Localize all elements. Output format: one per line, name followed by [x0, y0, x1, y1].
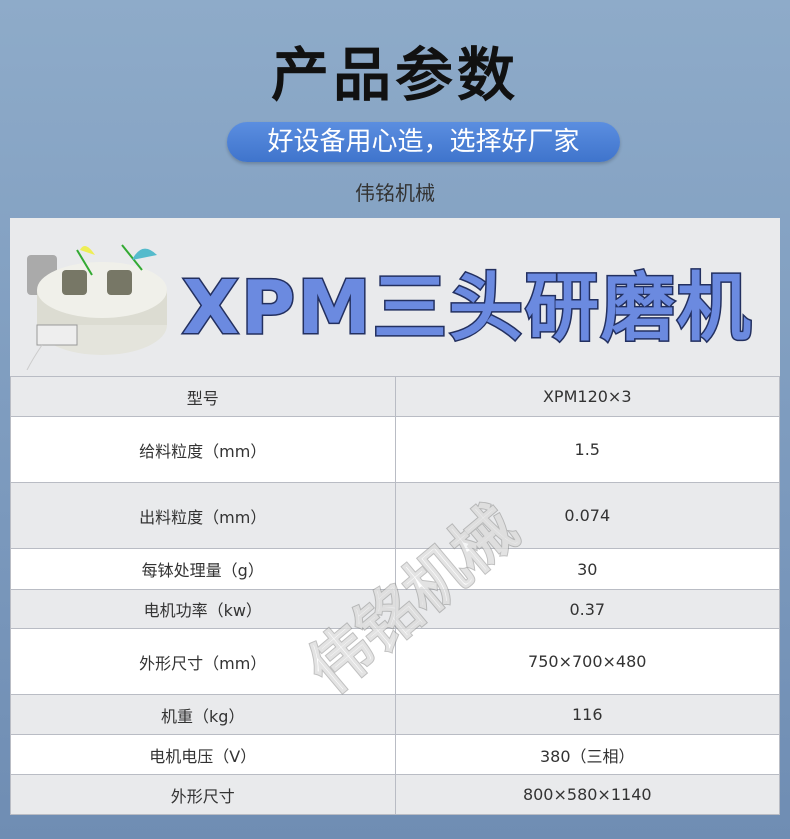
- product-banner: XPM三头研磨机: [10, 218, 780, 376]
- spec-label: 给料粒度（mm）: [10, 416, 396, 483]
- table-row: 电机功率（kw） 0.37: [10, 589, 780, 629]
- table-row: 出料粒度（mm） 0.074: [10, 482, 780, 549]
- spec-value: 116: [394, 694, 780, 735]
- spec-label: 每钵处理量（g）: [10, 548, 396, 590]
- table-row: 外形尺寸 800×580×1140: [10, 774, 780, 815]
- spec-label: 出料粒度（mm）: [10, 482, 396, 549]
- spec-label: 外形尺寸: [10, 774, 396, 815]
- table-row: 给料粒度（mm） 1.5: [10, 416, 780, 483]
- page-title: 产品参数: [270, 41, 519, 109]
- spec-label: 电机功率（kw）: [10, 589, 396, 629]
- spec-label: 机重（kg）: [10, 694, 396, 735]
- product-name-heading: XPM三头研磨机: [181, 264, 753, 353]
- table-row: 机重（kg） 116: [10, 694, 780, 735]
- spec-panel: XPM三头研磨机 型号 XPM120×3 给料粒度（mm） 1.5 出料粒度（mm）…: [10, 218, 780, 815]
- table-row: 外形尺寸（mm） 750×700×480: [10, 628, 780, 695]
- spec-label: 电机电压（V）: [10, 734, 396, 775]
- spec-label: 外形尺寸（mm）: [10, 628, 396, 695]
- spec-value: 750×700×480: [394, 628, 780, 695]
- table-row: 每钵处理量（g） 30: [10, 548, 780, 590]
- spec-value: 380（三相）: [394, 734, 780, 775]
- spec-value: 800×580×1140: [394, 774, 780, 815]
- spec-value: 0.074: [394, 482, 780, 549]
- spec-table: 型号 XPM120×3 给料粒度（mm） 1.5 出料粒度（mm） 0.074 每钵处…: [10, 376, 780, 815]
- spec-value: XPM120×3: [394, 376, 780, 417]
- spec-value: 0.37: [394, 589, 780, 629]
- slogan-badge: 好设备用心造，选择好厂家: [227, 122, 620, 162]
- table-row: 电机电压（V） 380（三相）: [10, 734, 780, 775]
- brand-name: 伟铭机械: [355, 181, 435, 205]
- grinder-machine-image: [26, 244, 167, 370]
- spec-label: 型号: [10, 376, 396, 417]
- spec-value: 30: [394, 548, 780, 590]
- spec-value: 1.5: [394, 416, 780, 483]
- table-row: 型号 XPM120×3: [10, 376, 780, 417]
